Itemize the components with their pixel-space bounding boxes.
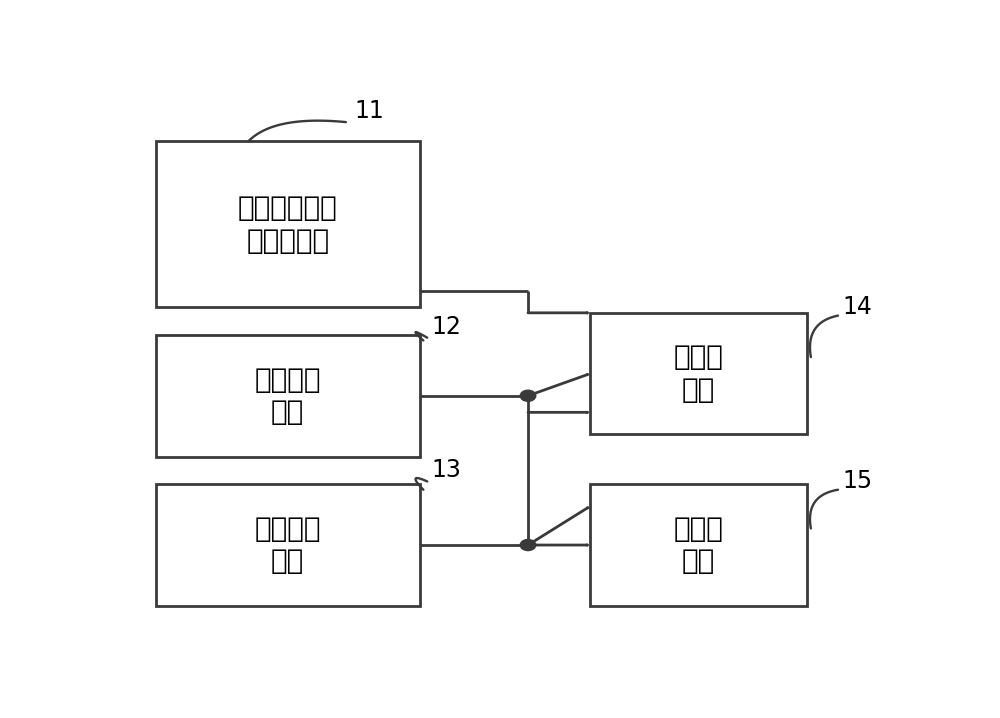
- Text: 12: 12: [432, 314, 462, 339]
- Circle shape: [520, 391, 536, 401]
- Circle shape: [520, 539, 536, 551]
- FancyBboxPatch shape: [590, 313, 807, 434]
- Text: 源驱动
芯片: 源驱动 芯片: [674, 343, 723, 404]
- Text: 11: 11: [354, 99, 384, 123]
- FancyBboxPatch shape: [156, 484, 420, 606]
- FancyBboxPatch shape: [590, 484, 807, 606]
- Text: 13: 13: [432, 458, 462, 482]
- Text: 电源管理
芯片: 电源管理 芯片: [254, 515, 321, 575]
- FancyBboxPatch shape: [156, 141, 420, 307]
- Text: 可编程伽玛校
正缓冲芯片: 可编程伽玛校 正缓冲芯片: [238, 194, 338, 255]
- FancyBboxPatch shape: [156, 335, 420, 457]
- Text: 栌驱动
芯片: 栌驱动 芯片: [674, 515, 723, 575]
- Text: 15: 15: [842, 470, 872, 493]
- Text: 时序控制
芯片: 时序控制 芯片: [254, 365, 321, 426]
- Text: 14: 14: [842, 295, 872, 320]
